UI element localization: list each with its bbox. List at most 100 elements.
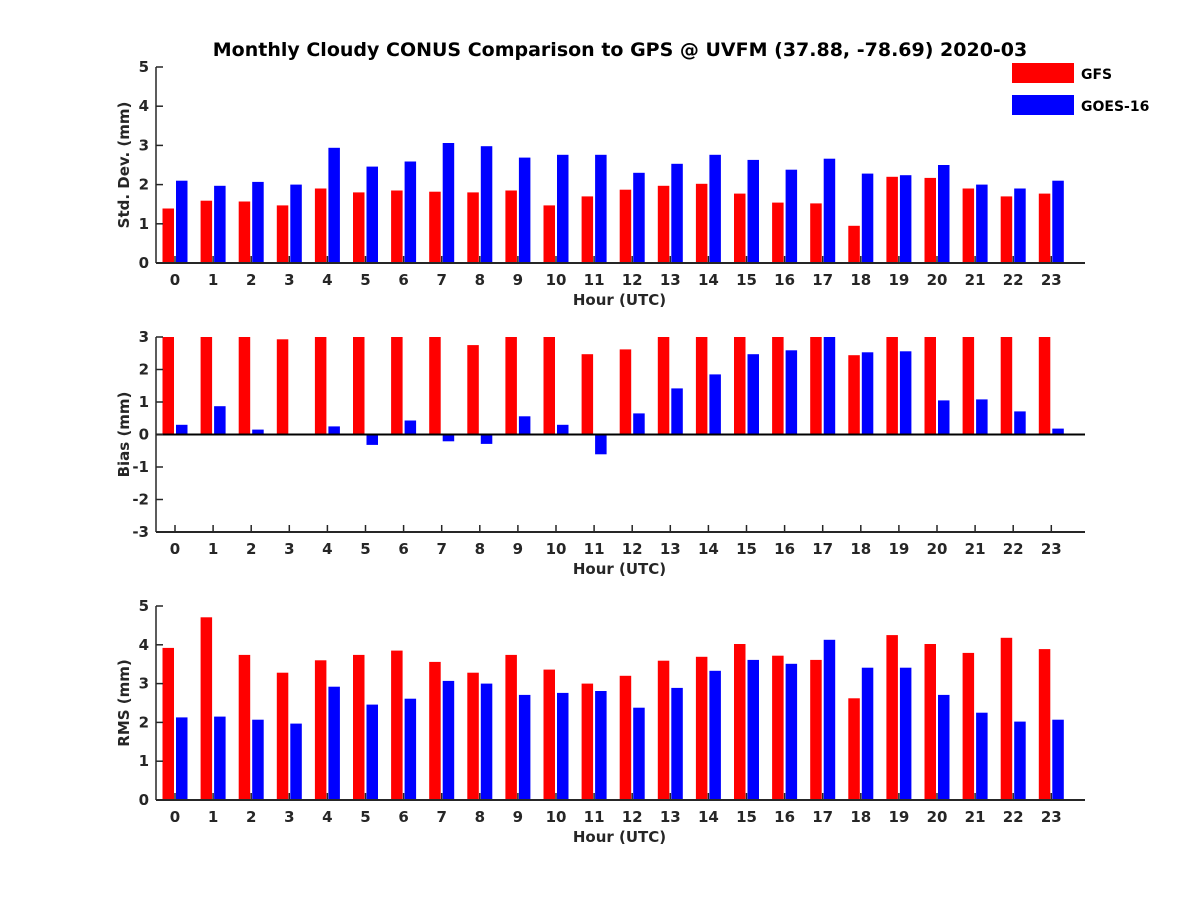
goes16-bar-hour-13 bbox=[671, 163, 683, 263]
goes16-bar-hour-8 bbox=[480, 683, 493, 800]
gfs-bar-hour-16 bbox=[772, 655, 784, 800]
x-tick-label: 16 bbox=[774, 271, 795, 289]
gfs-bar-hour-7 bbox=[429, 337, 441, 435]
x-tick-label: 19 bbox=[888, 808, 909, 826]
gfs-bar-hour-14 bbox=[695, 183, 708, 263]
goes16-bar-hour-22 bbox=[1014, 188, 1026, 263]
x-tick-label: 15 bbox=[736, 540, 757, 558]
x-tick-label: 13 bbox=[660, 271, 681, 289]
gfs-bar-hour-20 bbox=[924, 177, 936, 263]
y-tick-label: 1 bbox=[139, 752, 149, 770]
goes16-bar-hour-17 bbox=[823, 639, 836, 800]
x-tick-label: 21 bbox=[965, 540, 986, 558]
goes16-bar-hour-15 bbox=[747, 354, 759, 435]
goes16-bar-hour-5 bbox=[366, 166, 378, 263]
legend-label-goes16: GOES-16 bbox=[1081, 99, 1149, 115]
gfs-bar-hour-21 bbox=[962, 188, 975, 263]
x-tick-label: 9 bbox=[513, 540, 523, 558]
gfs-bar-hour-0 bbox=[162, 337, 174, 435]
x-tick-label: 14 bbox=[698, 271, 719, 289]
goes16-bar-hour-5 bbox=[366, 704, 378, 800]
gfs-bar-hour-18 bbox=[848, 355, 860, 435]
x-tick-label: 7 bbox=[436, 808, 446, 826]
goes16-bar-hour-13 bbox=[671, 388, 683, 435]
x-tick-label: 8 bbox=[475, 271, 485, 289]
legend-swatch-goes16 bbox=[1012, 95, 1074, 115]
y-tick-label: 5 bbox=[139, 58, 149, 76]
goes16-bar-hour-3 bbox=[290, 723, 302, 800]
gfs-bar-hour-11 bbox=[581, 196, 594, 263]
gfs-bar-hour-0 bbox=[162, 208, 174, 263]
goes16-bar-hour-6 bbox=[404, 420, 417, 435]
gfs-bar-hour-21 bbox=[962, 652, 975, 800]
x-tick-label: 2 bbox=[246, 808, 256, 826]
goes16-bar-hour-8 bbox=[480, 434, 493, 444]
x-tick-label: 5 bbox=[360, 271, 370, 289]
gfs-bar-hour-1 bbox=[200, 617, 213, 800]
x-tick-label: 20 bbox=[927, 808, 948, 826]
gfs-bar-hour-1 bbox=[200, 200, 213, 263]
x-tick-label: 10 bbox=[546, 271, 567, 289]
goes16-bar-hour-22 bbox=[1014, 721, 1026, 800]
goes16-bar-hour-14 bbox=[709, 670, 721, 800]
x-tick-label: 13 bbox=[660, 540, 681, 558]
x-tick-label: 18 bbox=[850, 540, 871, 558]
gfs-bar-hour-15 bbox=[734, 644, 746, 800]
goes16-bar-hour-2 bbox=[252, 719, 264, 800]
legend-label-gfs: GFS bbox=[1081, 67, 1112, 83]
x-tick-label: 0 bbox=[170, 271, 180, 289]
x-axis-label: Hour (UTC) bbox=[573, 291, 666, 309]
gfs-bar-hour-16 bbox=[772, 337, 784, 435]
goes16-bar-hour-23 bbox=[1052, 719, 1064, 800]
gfs-bar-hour-12 bbox=[619, 349, 632, 435]
goes16-bar-hour-14 bbox=[709, 374, 721, 435]
gfs-bar-hour-9 bbox=[505, 190, 517, 263]
gfs-bar-hour-8 bbox=[467, 192, 479, 263]
x-tick-label: 6 bbox=[398, 540, 408, 558]
legend: GFS GOES-16 bbox=[1012, 63, 1149, 115]
x-tick-label: 14 bbox=[698, 540, 719, 558]
x-tick-label: 23 bbox=[1041, 808, 1062, 826]
goes16-bar-hour-9 bbox=[518, 694, 531, 800]
y-tick-label: -3 bbox=[132, 523, 149, 541]
y-tick-label: 0 bbox=[139, 426, 149, 444]
x-tick-label: 20 bbox=[927, 540, 948, 558]
gfs-bar-hour-19 bbox=[886, 176, 898, 263]
gfs-bar-hour-10 bbox=[543, 205, 555, 263]
goes16-bar-hour-18 bbox=[861, 667, 874, 800]
x-tick-label: 11 bbox=[584, 808, 605, 826]
gfs-bar-hour-9 bbox=[505, 654, 517, 800]
gfs-bar-hour-8 bbox=[467, 672, 479, 800]
goes16-bar-hour-23 bbox=[1052, 180, 1064, 263]
x-tick-label: 22 bbox=[1003, 808, 1024, 826]
goes16-bar-hour-5 bbox=[366, 434, 378, 445]
goes16-bar-hour-19 bbox=[899, 351, 912, 435]
x-tick-label: 7 bbox=[436, 271, 446, 289]
goes16-bar-hour-7 bbox=[442, 434, 455, 442]
gfs-bar-hour-3 bbox=[276, 205, 289, 263]
goes16-bar-hour-0 bbox=[176, 717, 188, 800]
gfs-bar-hour-4 bbox=[314, 660, 327, 800]
x-tick-label: 3 bbox=[284, 540, 294, 558]
goes16-bar-hour-10 bbox=[557, 692, 569, 800]
gfs-bar-hour-5 bbox=[353, 192, 365, 263]
gfs-bar-hour-1 bbox=[200, 337, 213, 435]
x-tick-label: 5 bbox=[360, 540, 370, 558]
gfs-bar-hour-16 bbox=[772, 202, 784, 263]
goes16-bar-hour-20 bbox=[938, 694, 950, 800]
y-tick-label: 2 bbox=[139, 713, 149, 731]
y-tick-label: 3 bbox=[139, 136, 149, 154]
goes16-bar-hour-11 bbox=[595, 691, 607, 800]
goes16-bar-hour-11 bbox=[595, 154, 607, 263]
x-tick-label: 8 bbox=[475, 540, 485, 558]
x-tick-label: 6 bbox=[398, 271, 408, 289]
y-tick-label: 0 bbox=[139, 791, 149, 809]
x-tick-label: 18 bbox=[850, 808, 871, 826]
gfs-bar-hour-23 bbox=[1038, 193, 1051, 263]
goes16-bar-hour-3 bbox=[290, 184, 302, 263]
gfs-bar-hour-20 bbox=[924, 337, 936, 435]
gfs-bar-hour-15 bbox=[734, 193, 746, 263]
x-tick-label: 4 bbox=[322, 540, 332, 558]
